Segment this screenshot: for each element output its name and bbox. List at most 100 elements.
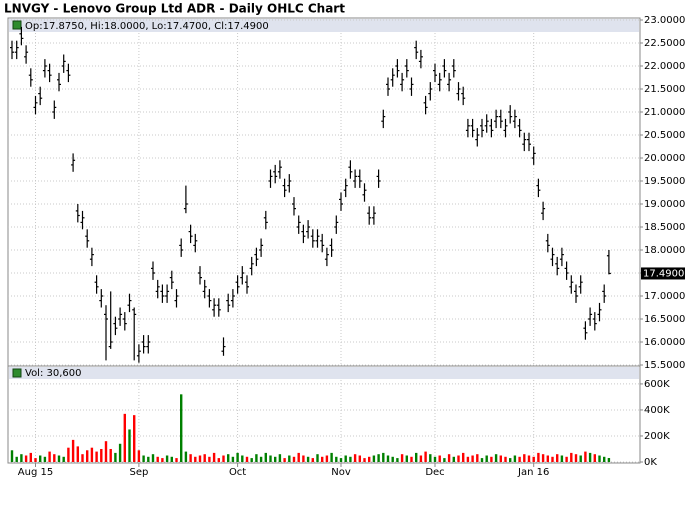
volume-bar — [297, 452, 300, 462]
volume-bar — [452, 456, 455, 462]
volume-bar — [128, 429, 131, 462]
y-tick-label: 15.5000 — [644, 360, 685, 371]
y-tick-label: 23.0000 — [644, 15, 685, 26]
volume-bar — [339, 458, 343, 462]
volume-bar — [189, 454, 192, 462]
volume-bar — [429, 454, 432, 462]
y-tick-label: 19.5000 — [644, 176, 685, 187]
volume-bar — [20, 454, 23, 462]
volume-bar — [471, 455, 474, 462]
volume-bar — [217, 458, 220, 462]
volume-bar — [250, 458, 253, 462]
y-tick-label: 21.0000 — [644, 107, 685, 118]
volume-bar — [15, 456, 18, 462]
volume-bar — [194, 456, 197, 462]
volume-bar — [551, 456, 554, 462]
header-icon — [12, 368, 22, 378]
volume-bar — [165, 455, 169, 462]
volume-bar — [424, 451, 427, 462]
volume-bar — [476, 454, 479, 462]
y-tick-label: 22.0000 — [644, 61, 685, 72]
volume-bar — [231, 456, 235, 462]
volume-bar — [499, 455, 502, 462]
volume-bar — [368, 456, 371, 462]
volume-bar — [57, 455, 61, 462]
volume-bar — [386, 455, 390, 462]
volume-bar — [523, 454, 526, 462]
volume-bar — [302, 455, 305, 462]
volume-bar — [556, 454, 559, 462]
volume-bar — [462, 452, 465, 462]
volume-bar — [579, 455, 582, 462]
x-tick-label: Oct — [229, 467, 246, 478]
volume-bar — [419, 455, 423, 462]
volume-bar — [485, 455, 488, 462]
volume-bar — [245, 456, 249, 462]
price-panel — [7, 17, 641, 367]
volume-bar — [480, 458, 484, 462]
y-tick-label: 400K — [644, 405, 670, 416]
volume-bar — [137, 450, 141, 462]
x-tick-label: Jan 16 — [517, 467, 549, 478]
volume-bar — [532, 456, 535, 462]
x-tick-label: Dec — [425, 467, 444, 478]
y-tick-label: 18.0000 — [644, 245, 685, 256]
volume-bar — [330, 452, 333, 462]
volume-bar — [95, 451, 98, 462]
volume-bar — [443, 458, 446, 462]
volume-bar — [104, 441, 108, 462]
y-tick-label: 21.5000 — [644, 84, 685, 95]
volume-bar — [363, 458, 366, 462]
volume-bar — [325, 455, 329, 462]
x-tick-label: Nov — [331, 467, 351, 478]
volume-bar — [24, 455, 28, 462]
y-tick-label: 20.0000 — [644, 153, 685, 164]
last-price-label: 17.4900 — [643, 268, 684, 279]
volume-bar — [321, 456, 324, 462]
volume-bar — [161, 458, 164, 462]
volume-bar — [565, 456, 568, 462]
volume-bar — [133, 415, 136, 462]
volume-panel — [7, 365, 641, 464]
x-tick-label: Aug 15 — [18, 467, 53, 478]
volume-bar — [382, 452, 385, 462]
volume-header: Vol: 30,600 — [25, 368, 82, 379]
volume-bar — [123, 413, 126, 462]
volume-bar — [400, 454, 404, 462]
volume-bar — [335, 456, 338, 462]
volume-bar — [509, 458, 512, 462]
volume-bar — [90, 447, 94, 462]
volume-bar — [292, 456, 296, 462]
volume-bar — [86, 450, 89, 462]
y-tick-label: 18.5000 — [644, 222, 685, 233]
chart-title: LNVGY - Lenovo Group Ltd ADR - Daily OHL… — [4, 2, 345, 16]
x-tick-label: Sep — [129, 467, 148, 478]
volume-bar — [466, 456, 470, 462]
volume-header-bar — [9, 367, 639, 379]
volume-bar — [114, 452, 117, 462]
volume-bar — [358, 455, 361, 462]
volume-bar — [100, 448, 103, 462]
volume-bar — [316, 454, 319, 462]
volume-bar — [156, 456, 159, 462]
volume-bar — [259, 456, 263, 462]
volume-bar — [490, 456, 493, 462]
price-header-bar — [9, 19, 639, 32]
volume-bar — [396, 458, 399, 462]
volume-bar — [447, 454, 451, 462]
volume-bar — [513, 455, 517, 462]
volume-bar — [53, 454, 56, 462]
volume-bar — [527, 455, 531, 462]
volume-bar — [306, 456, 310, 462]
volume-bar — [62, 456, 65, 462]
volume-bar — [504, 456, 507, 462]
volume-bar — [537, 452, 540, 462]
volume-bar — [175, 458, 178, 462]
volume-bar — [269, 455, 272, 462]
volume-bar — [560, 455, 564, 462]
volume-bar — [170, 456, 173, 462]
volume-bar — [546, 455, 549, 462]
volume-bar — [274, 456, 277, 462]
volume-bar — [212, 452, 216, 462]
